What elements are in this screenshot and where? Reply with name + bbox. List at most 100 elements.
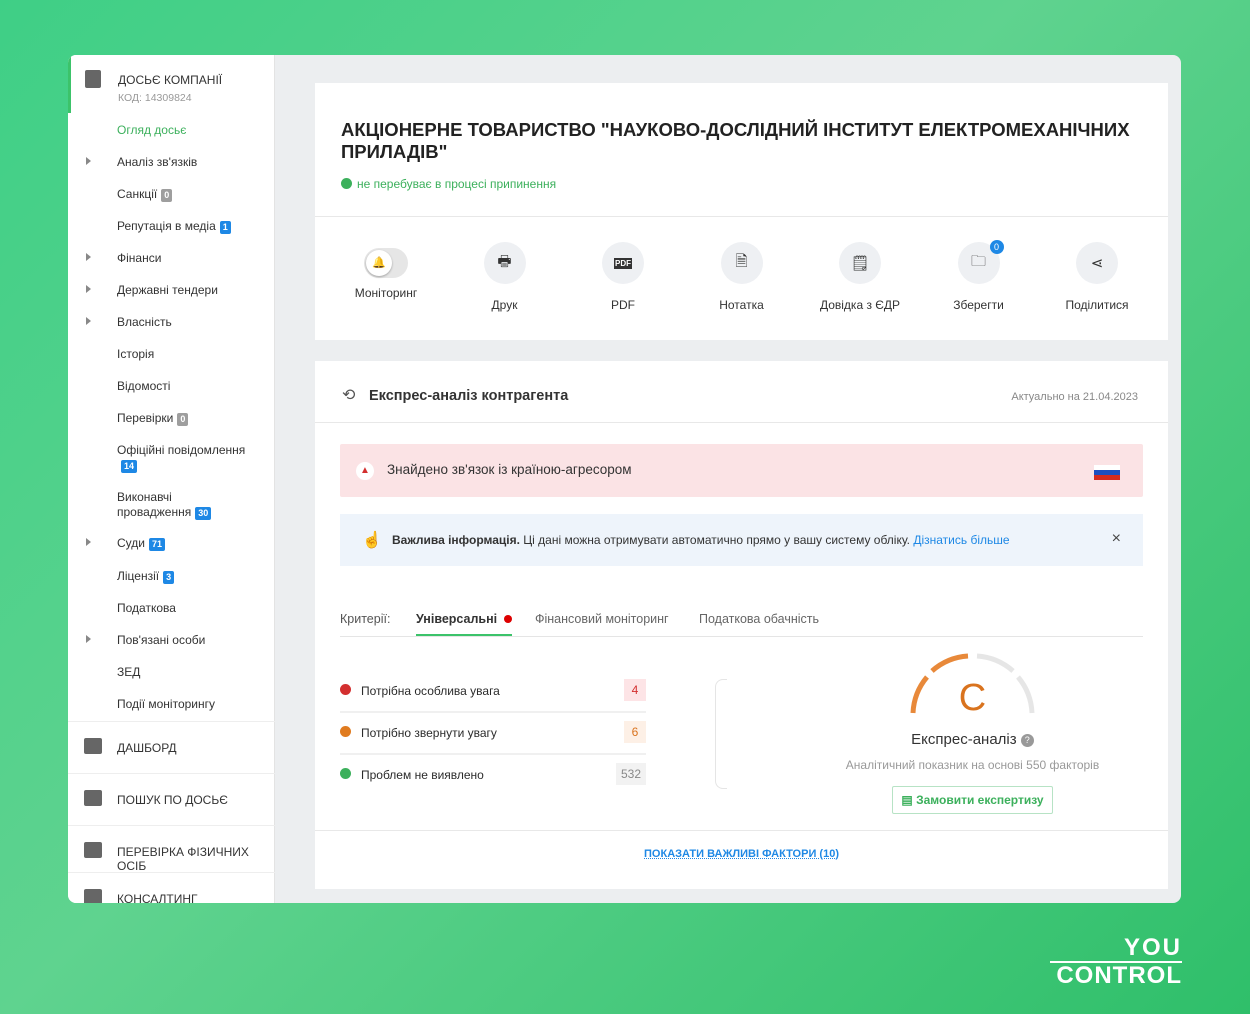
sidebar-section[interactable]: ПОШУК ПО ДОСЬЄ [68, 773, 275, 825]
sidebar-dossier-header[interactable]: ДОСЬЄ КОМПАНІЇ КОД: 14309824 [68, 55, 274, 113]
company-status: не перебуває в процесі припинення [341, 177, 556, 191]
expand-arrow-icon[interactable] [86, 635, 91, 643]
action-share[interactable]: ⋖ Поділитися [1038, 242, 1156, 312]
bracket-divider [715, 679, 727, 789]
count-badge: 71 [148, 538, 165, 551]
sidebar-section[interactable]: ДАШБОРД [68, 721, 275, 773]
actual-date: Актуально на 21.04.2023 [1011, 391, 1138, 403]
note-icon: 🗎 [720, 242, 763, 284]
sidebar-item[interactable]: Державні тендери [68, 283, 275, 298]
sidebar-item-label: Огляд досьє [117, 123, 187, 137]
dossier-title: ДОСЬЄ КОМПАНІЇ [118, 73, 223, 87]
criteria-label: Потрібно звернути увагу [361, 726, 497, 740]
action-folder[interactable]: 🗀 0 Зберегти [920, 240, 1038, 312]
hand-pointer-icon: ☝ [362, 532, 382, 549]
action-label: Довідка з ЄДР [819, 298, 901, 312]
sidebar-item[interactable]: Огляд досьє [68, 123, 275, 138]
sidebar-item[interactable]: ЗЕД [68, 665, 275, 680]
section-label: ДАШБОРД [117, 741, 177, 755]
action-note[interactable]: 🗎 Нотатка [683, 242, 801, 312]
sidebar-item[interactable]: Санкції 0 [68, 187, 275, 202]
count-badge: 30 [195, 507, 212, 520]
section-label: ПЕРЕВІРКА ФІЗИЧНИХ ОСІБ [117, 845, 249, 873]
sidebar-item[interactable]: Репутація в медіа 1 [68, 219, 275, 234]
warning-icon [340, 726, 351, 737]
error-icon [340, 684, 351, 695]
tab-universal[interactable]: Універсальні [416, 612, 513, 636]
show-factors-link[interactable]: ПОКАЗАТИ ВАЖЛИВІ ФАКТОРИ (10) [644, 848, 839, 860]
app-window: ДОСЬЄ КОМПАНІЇ КОД: 14309824 Огляд досьє… [68, 55, 1181, 903]
gauge-segment-3 [976, 653, 1015, 673]
action-label: Зберегти [953, 298, 1004, 312]
sidebar-item[interactable]: Фінанси [68, 251, 275, 266]
section-label: КОНСАЛТИНГ [117, 892, 198, 903]
criteria-row[interactable]: Потрібно звернути увагу 6 [340, 713, 646, 755]
sidebar-item-label: Державні тендери [117, 283, 218, 297]
action-label: Поділитися [1065, 298, 1129, 312]
info-body: Ці дані можна отримувати автоматично пря… [519, 533, 910, 547]
dashboard-icon [84, 738, 102, 754]
action-document[interactable]: 🗒 Довідка з ЄДР [801, 242, 919, 312]
company-code: КОД: 14309824 [118, 92, 192, 104]
count-badge: 0 [161, 189, 173, 202]
expand-arrow-icon[interactable] [86, 253, 91, 261]
monitoring-toggle[interactable]: 🔔 [364, 248, 408, 278]
express-analysis-panel: ⟲ Експрес-аналіз контрагента Актуально н… [315, 361, 1168, 889]
action-label: Нотатка [719, 298, 764, 312]
dossier-icon [85, 70, 101, 88]
sidebar-item[interactable]: Аналіз зв'язків [68, 155, 275, 170]
grade-gauge [910, 653, 1035, 714]
learn-more-link[interactable]: Дізнатись більше [913, 533, 1010, 547]
alert-text: Знайдено зв'язок із країною-агресором [387, 462, 632, 477]
sidebar-item-label: Суди [117, 536, 145, 550]
action-pdf[interactable]: PDF PDF [564, 242, 682, 312]
sidebar-item[interactable]: Відомості [68, 379, 275, 394]
criteria-row[interactable]: Проблем не виявлено 532 [340, 755, 646, 797]
criteria-label: Проблем не виявлено [361, 768, 484, 782]
info-bold: Важлива інформація. [392, 533, 520, 547]
share-icon: ⋖ [1076, 242, 1118, 284]
tab-financial-monitoring[interactable]: Фінансовий моніторинг [535, 612, 669, 626]
gauge-segment-4 [1016, 675, 1035, 714]
aggressor-alert[interactable]: ▲ Знайдено зв'язок із країною-агресором [340, 444, 1143, 497]
check-circle-icon [341, 178, 352, 189]
count-badge: 0 [177, 413, 189, 426]
section-label: ПОШУК ПО ДОСЬЄ [117, 793, 228, 807]
sidebar-item-label: Ліцензії [117, 569, 160, 583]
sidebar-item[interactable]: Виконавчі провадження 30 [68, 490, 248, 520]
sidebar-item-label: Перевірки [117, 411, 174, 425]
sidebar-item[interactable]: Події моніторингу [68, 697, 275, 712]
sidebar-section[interactable]: КОНСАЛТИНГ [68, 872, 275, 903]
sidebar-item[interactable]: Офіційні повідомлення 14 [68, 443, 248, 473]
criteria-label: Потрібна особлива увага [361, 684, 500, 698]
criteria-count: 532 [615, 763, 646, 785]
sidebar-item[interactable]: Ліцензії 3 [68, 569, 275, 584]
sidebar-item[interactable]: Суди 71 [68, 536, 275, 551]
document-icon: 🗒 [839, 242, 881, 284]
sidebar-item[interactable]: Власність [68, 315, 275, 330]
action-bell-toggle[interactable]: 🔔 Моніторинг [327, 242, 445, 300]
order-expertise-button[interactable]: ▤ Замовити експертизу [892, 786, 1053, 814]
sidebar-item[interactable]: Перевірки 0 [68, 411, 275, 426]
help-icon[interactable]: ? [1020, 734, 1034, 747]
sidebar-item[interactable]: Пов'язані особи [68, 633, 275, 648]
sidebar-section[interactable]: ПЕРЕВІРКА ФІЗИЧНИХ ОСІБ [68, 825, 275, 877]
company-header-panel: АКЦІОНЕРНЕ ТОВАРИСТВО "НАУКОВО-ДОСЛІДНИЙ… [315, 83, 1168, 340]
close-icon[interactable]: × [1111, 530, 1121, 547]
expand-arrow-icon[interactable] [86, 157, 91, 165]
expand-arrow-icon[interactable] [86, 285, 91, 293]
sidebar-item[interactable]: Податкова [68, 601, 275, 616]
expand-arrow-icon[interactable] [86, 538, 91, 546]
tab-tax-diligence[interactable]: Податкова обачність [699, 612, 820, 626]
sidebar-item[interactable]: Історія [68, 347, 275, 362]
count-badge: 1 [219, 221, 231, 234]
score-title: Експрес-аналіз ? [875, 731, 1070, 748]
expand-arrow-icon[interactable] [86, 317, 91, 325]
sidebar-item-label: Офіційні повідомлення [117, 443, 246, 457]
bell-toggle-icon: 🔔 [366, 250, 392, 276]
person-check-icon [84, 842, 102, 858]
criteria-count: 6 [624, 721, 646, 743]
action-printer[interactable]: 🖶 Друк [446, 242, 564, 312]
criteria-row[interactable]: Потрібна особлива увага 4 [340, 671, 646, 713]
printer-icon: 🖶 [483, 242, 526, 284]
